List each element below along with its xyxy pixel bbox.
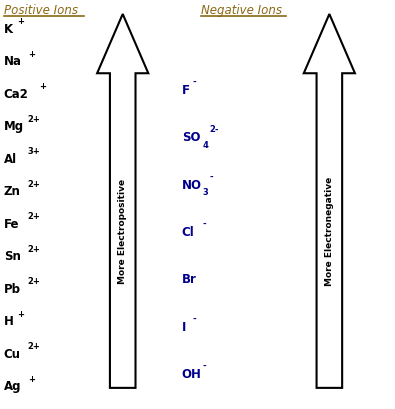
- Text: 2+: 2+: [28, 277, 41, 286]
- Text: 4: 4: [203, 140, 209, 149]
- Text: Zn: Zn: [4, 185, 21, 198]
- Text: Ca2: Ca2: [4, 88, 29, 101]
- Text: +: +: [17, 18, 24, 26]
- Text: 2+: 2+: [28, 115, 41, 124]
- Text: More Electropositive: More Electropositive: [118, 179, 127, 283]
- Text: -: -: [192, 78, 196, 87]
- Text: -: -: [209, 172, 213, 181]
- Text: 2+: 2+: [28, 180, 41, 189]
- Text: 2+: 2+: [28, 342, 41, 351]
- Text: Negative Ions: Negative Ions: [201, 4, 282, 17]
- Text: More Electronegative: More Electronegative: [325, 177, 334, 285]
- Text: 2+: 2+: [28, 244, 41, 253]
- Text: -: -: [203, 361, 206, 370]
- Text: K: K: [4, 23, 13, 36]
- Text: -: -: [203, 219, 206, 228]
- Text: +: +: [28, 50, 35, 59]
- Text: Sn: Sn: [4, 250, 21, 263]
- Text: Pb: Pb: [4, 282, 21, 295]
- Text: F: F: [182, 84, 190, 97]
- Text: Ag: Ag: [4, 380, 21, 392]
- Text: +: +: [28, 374, 35, 383]
- Text: Al: Al: [4, 153, 17, 165]
- Polygon shape: [304, 15, 355, 388]
- Text: +: +: [39, 82, 46, 91]
- Text: 2-: 2-: [209, 125, 219, 134]
- Text: -: -: [192, 314, 196, 323]
- Polygon shape: [97, 15, 148, 388]
- Text: I: I: [182, 320, 186, 333]
- Text: Cu: Cu: [4, 347, 21, 360]
- Text: Na: Na: [4, 55, 22, 68]
- Text: H: H: [4, 315, 14, 328]
- Text: NO: NO: [182, 178, 202, 191]
- Text: Fe: Fe: [4, 217, 19, 230]
- Text: Mg: Mg: [4, 120, 24, 133]
- Text: Br: Br: [182, 273, 197, 286]
- Text: 3: 3: [203, 188, 209, 197]
- Text: 2+: 2+: [28, 212, 41, 221]
- Text: OH: OH: [182, 367, 201, 380]
- Text: +: +: [17, 309, 24, 318]
- Text: Positive Ions: Positive Ions: [4, 4, 78, 17]
- Text: SO: SO: [182, 131, 200, 144]
- Text: Cl: Cl: [182, 225, 194, 238]
- Text: 3+: 3+: [28, 147, 41, 156]
